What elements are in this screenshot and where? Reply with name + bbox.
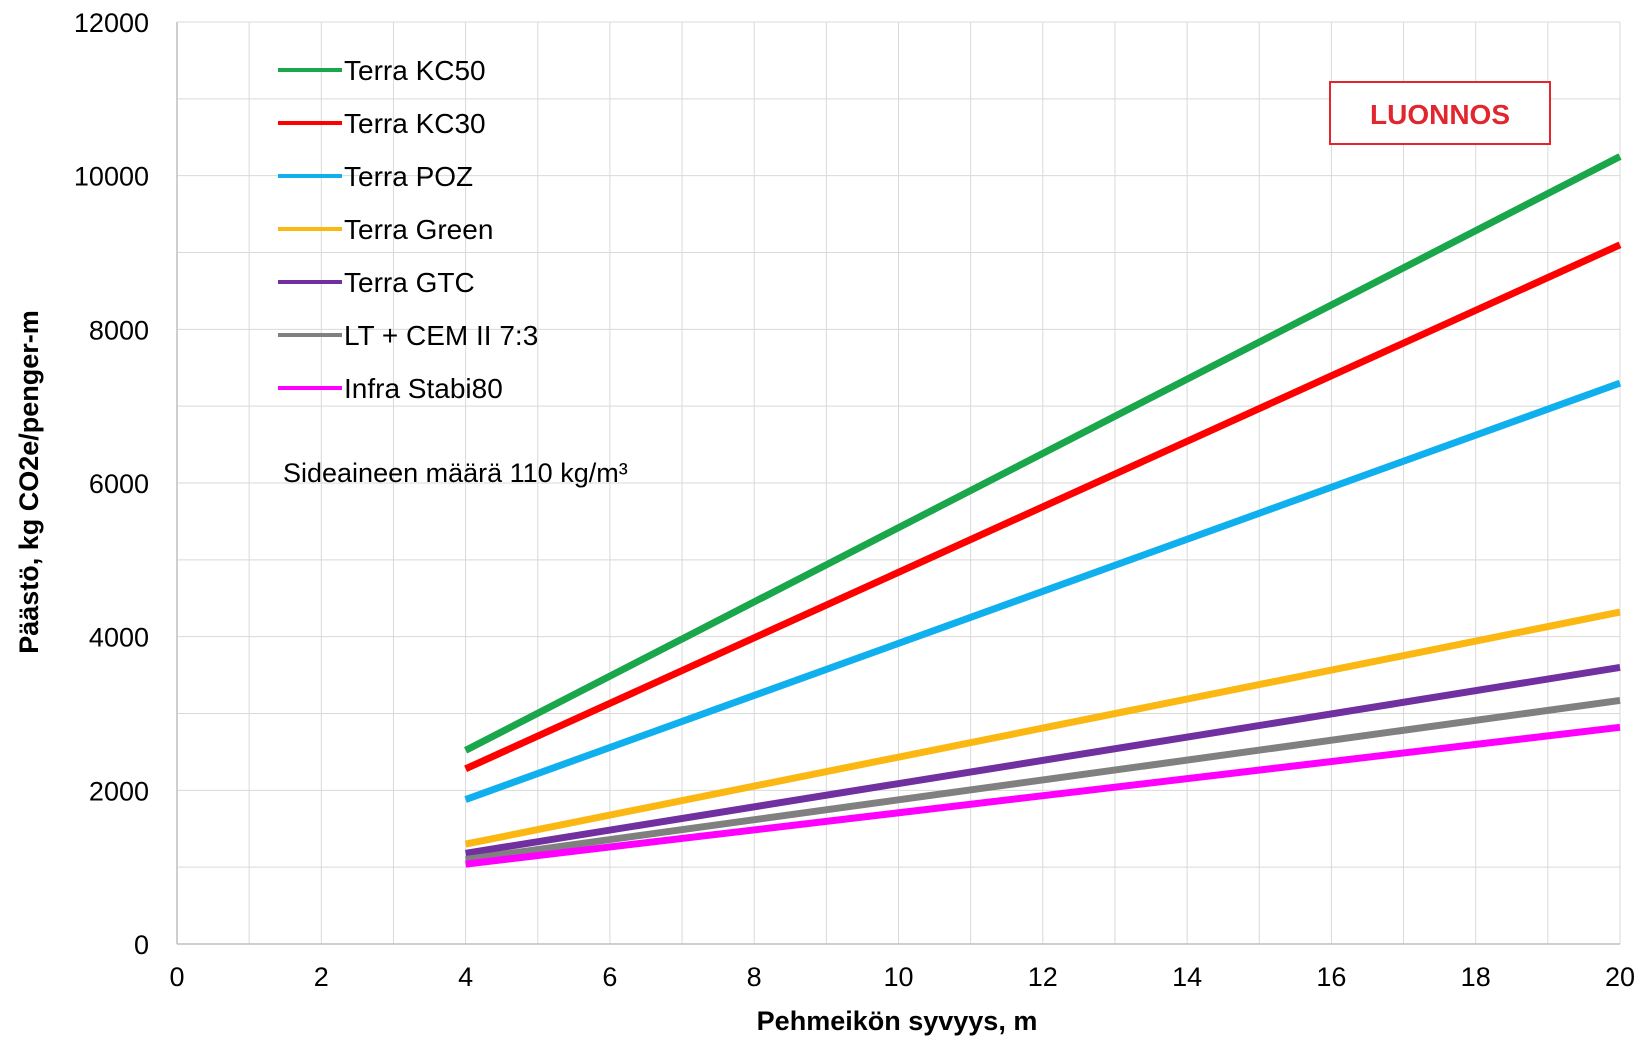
series-lines (463, 153, 1622, 868)
x-tick-label: 10 (883, 962, 913, 992)
legend-label-terra-green: Terra Green (344, 214, 493, 245)
y-tick-label: 0 (134, 930, 149, 960)
x-tick-label: 12 (1028, 962, 1058, 992)
legend-label-terra-kc30: Terra KC30 (344, 108, 486, 139)
x-tick-label: 4 (458, 962, 473, 992)
x-tick-label: 2 (314, 962, 329, 992)
y-tick-label: 8000 (89, 315, 149, 345)
legend-label-lt-cem-ii-7-3: LT + CEM II 7:3 (344, 320, 538, 351)
y-tick-labels: 0 2000 4000 6000 8000 10000 12000 (74, 8, 149, 960)
legend-label-terra-kc50: Terra KC50 (344, 55, 486, 86)
x-tick-label: 18 (1461, 962, 1491, 992)
series-line-terra-green (464, 608, 1621, 848)
draft-stamp-box (1329, 81, 1551, 145)
legend-label-terra-gtc: Terra GTC (344, 267, 475, 298)
y-tick-label: 12000 (74, 8, 149, 38)
x-tick-label: 14 (1172, 962, 1202, 992)
x-tick-label: 6 (602, 962, 617, 992)
x-tick-label: 8 (747, 962, 762, 992)
legend-label-terra-poz: Terra POZ (344, 161, 473, 192)
legend-label-infra-stabi80: Infra Stabi80 (344, 373, 503, 404)
x-axis-title: Pehmeikön syvyys, m (757, 1006, 1038, 1036)
y-axis-title: Päästö, kg CO2e/penger-m (14, 310, 44, 654)
series-line-infra-stabi80 (465, 723, 1621, 868)
x-tick-label: 0 (169, 962, 184, 992)
series-line-terra-kc30 (464, 241, 1622, 773)
draft-stamp-text: LUONNOS (1370, 99, 1510, 130)
y-tick-label: 10000 (74, 162, 149, 192)
y-tick-label: 6000 (89, 469, 149, 499)
draft-stamp: LUONNOS (1329, 81, 1551, 145)
y-tick-label: 4000 (89, 623, 149, 653)
x-tick-labels: 0 2 4 6 8 10 12 14 16 18 20 (169, 962, 1635, 992)
series-line-lt-cem-ii-7-3 (465, 696, 1621, 863)
series-line-terra-poz (464, 379, 1622, 803)
x-tick-label: 16 (1316, 962, 1346, 992)
series-line-terra-kc50 (463, 153, 1622, 754)
y-tick-label: 2000 (89, 776, 149, 806)
binder-note: Sideaineen määrä 110 kg/m³ (283, 458, 628, 488)
series-line-terra-gtc (465, 663, 1621, 857)
x-tick-label: 20 (1605, 962, 1635, 992)
legend: Terra KC50 Terra KC30 Terra POZ Terra Green… (278, 55, 538, 404)
axes (176, 22, 1620, 945)
